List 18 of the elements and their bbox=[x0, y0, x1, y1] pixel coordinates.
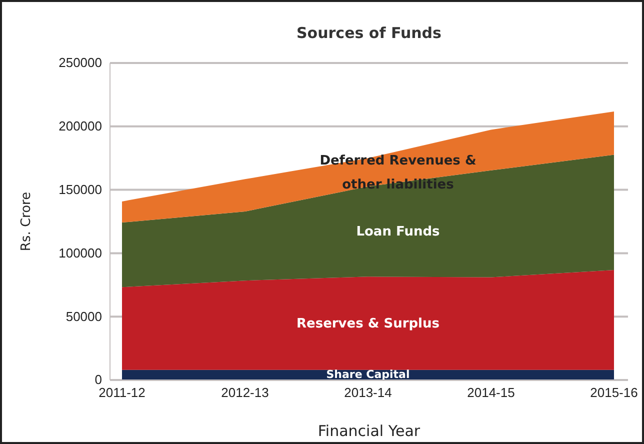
y-tick-label: 150000 bbox=[58, 182, 102, 197]
series-label: Reserves & Surplus bbox=[296, 316, 440, 331]
x-tick-label: 2012-13 bbox=[221, 385, 269, 400]
x-axis-title: Financial Year bbox=[318, 422, 421, 440]
y-tick-label: 250000 bbox=[58, 55, 102, 70]
y-tick-label: 0 bbox=[94, 372, 102, 388]
y-tick-label: 200000 bbox=[58, 118, 102, 134]
series-label: Loan Funds bbox=[356, 224, 440, 240]
y-axis-title: Rs. Crore bbox=[19, 192, 34, 252]
x-tick-label: 2011-12 bbox=[98, 385, 146, 400]
series-label: Share Capital bbox=[326, 368, 410, 381]
series-label: Deferred Revenues & other liabilities bbox=[320, 152, 476, 192]
y-tick-label: 100000 bbox=[58, 245, 102, 260]
y-tick-label: 50000 bbox=[66, 308, 102, 324]
x-tick-label: 2014-15 bbox=[467, 385, 515, 400]
chart-title: Sources of Funds bbox=[296, 24, 442, 42]
x-tick-label: 2015-16 bbox=[590, 385, 638, 400]
x-tick-label: 2013-14 bbox=[344, 385, 392, 400]
